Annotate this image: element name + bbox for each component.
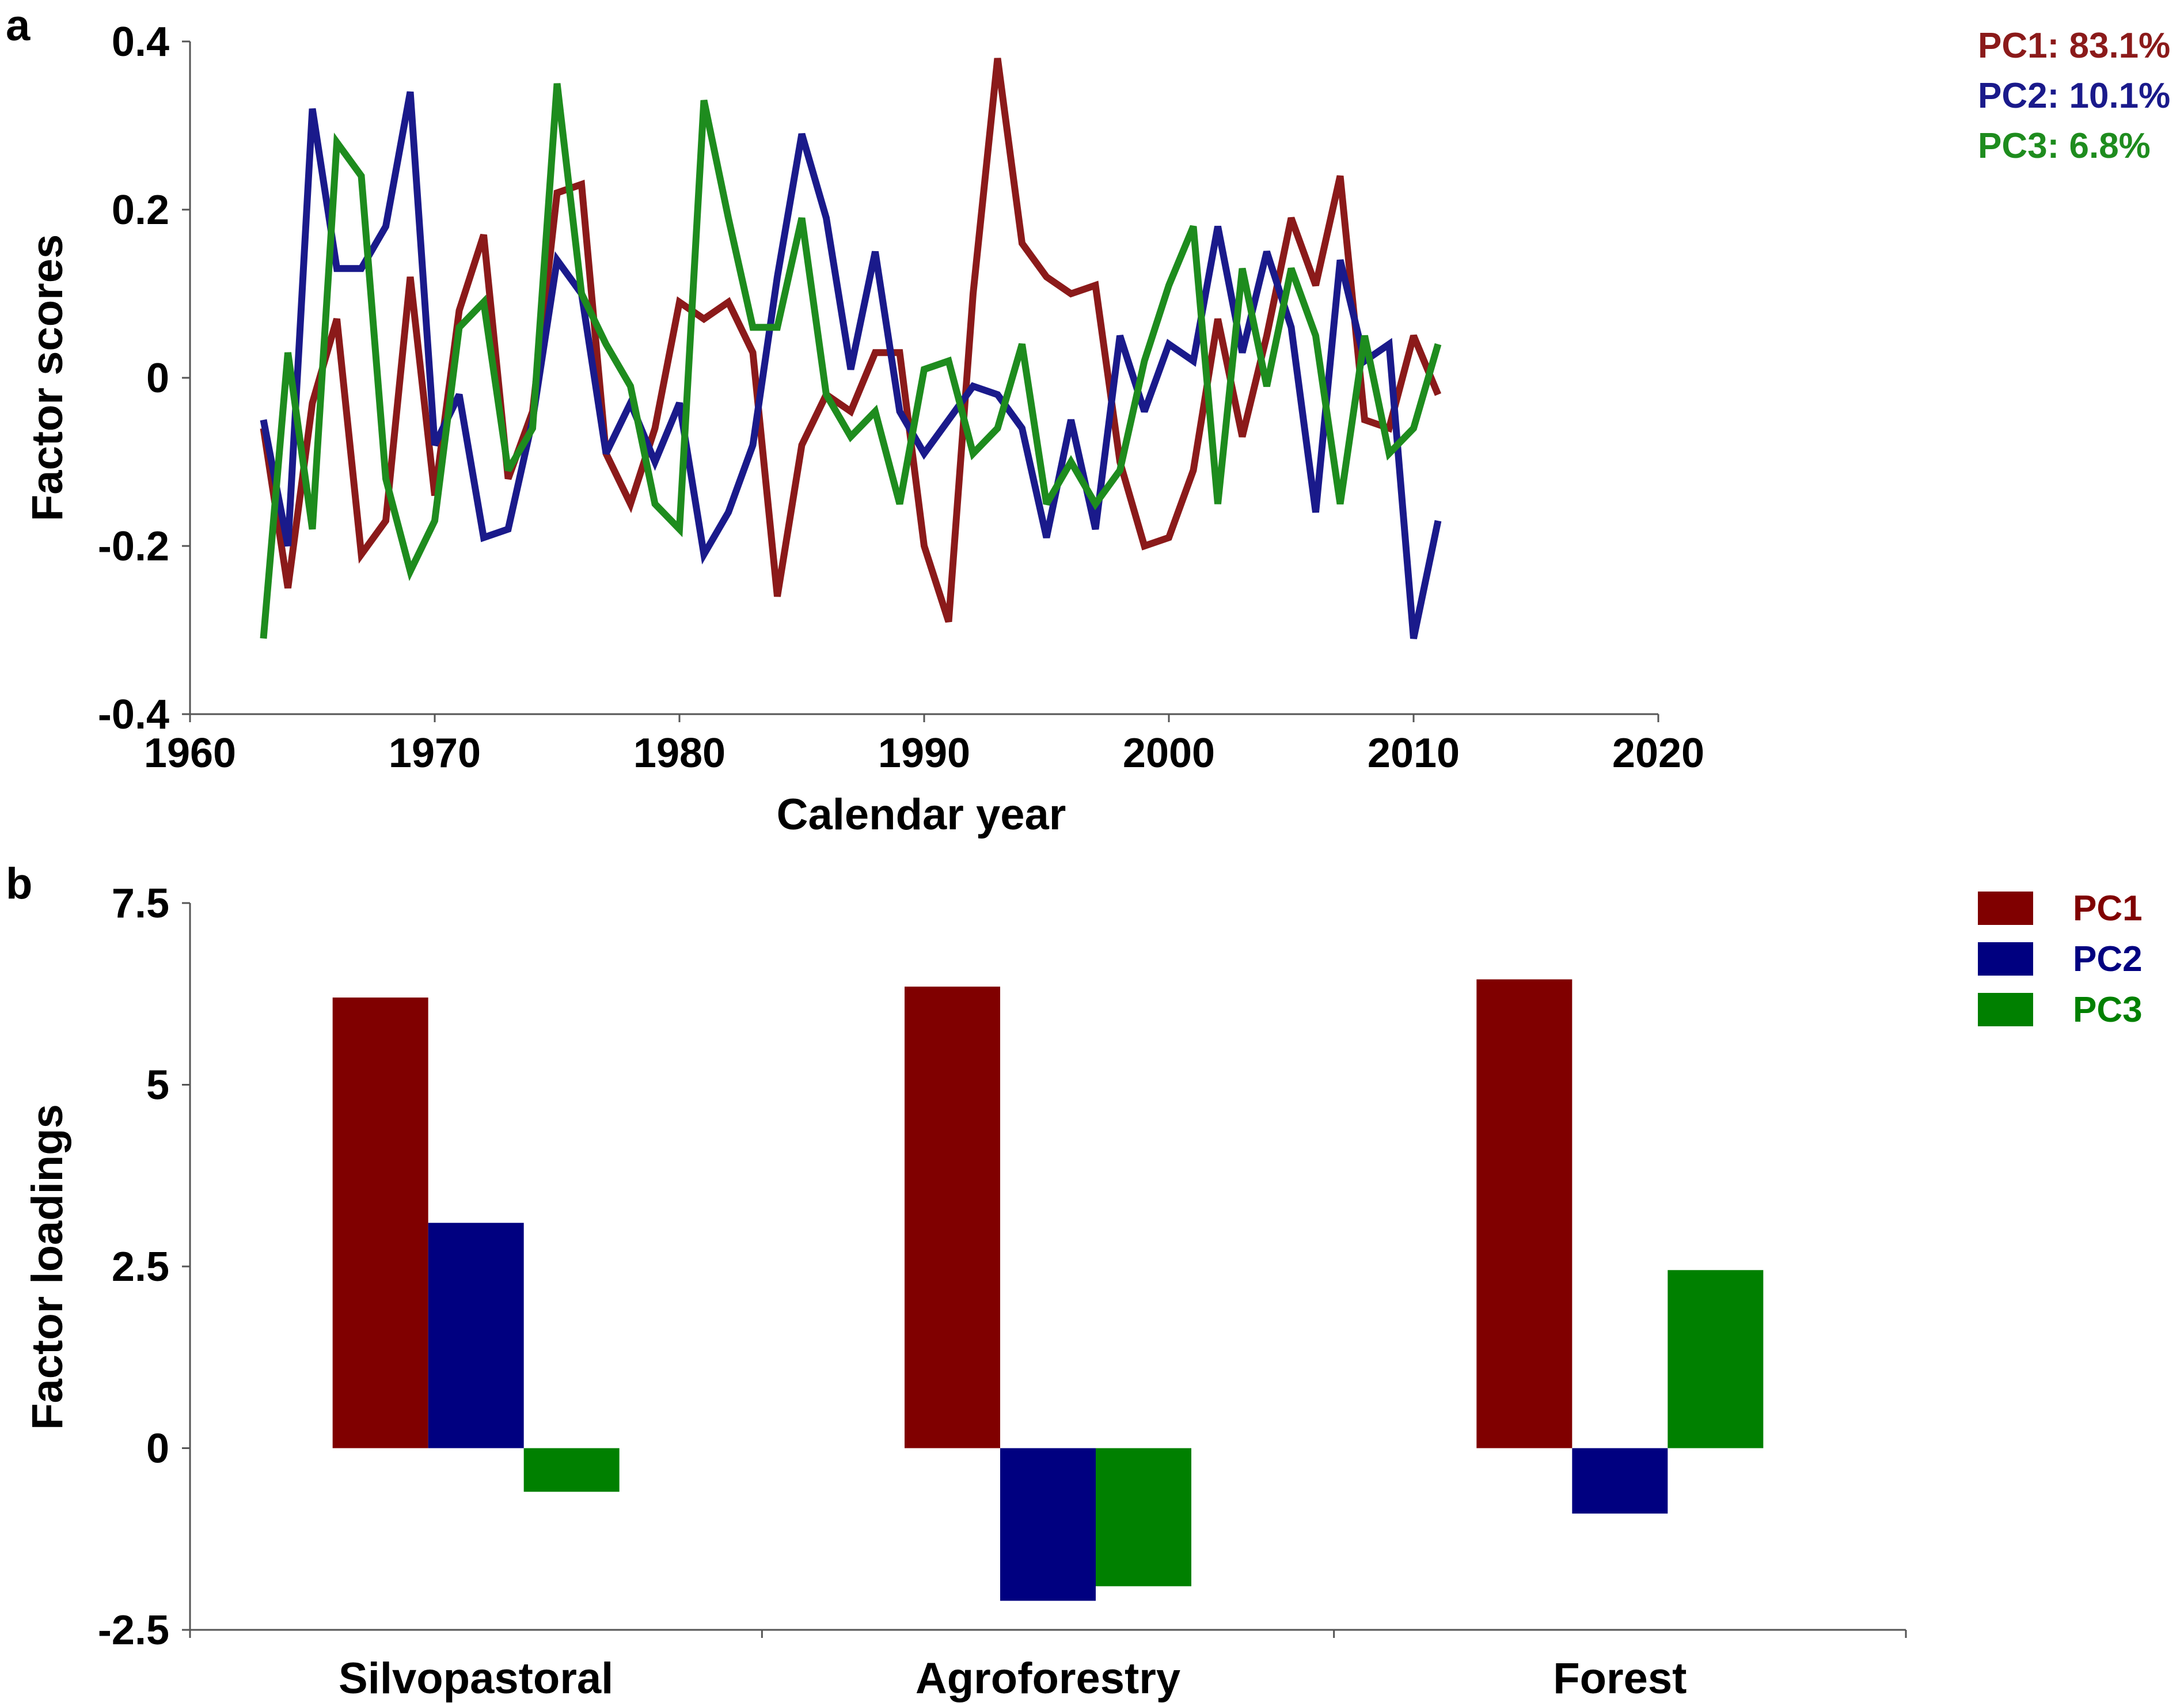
panel-a-line-chart: a 0.4 0.2 0 -0.2 -0.4 1960 1970 1980 1990 2000 20…	[6, 1, 2170, 839]
b-category-label: Agroforestry	[916, 1654, 1180, 1703]
a-y-gridlines	[182, 40, 1659, 722]
bar-silvopastoral-pc3	[523, 1448, 620, 1492]
a-legend-pc2: PC2: 10.1%	[1978, 76, 2170, 116]
b-y-axis-title: Factor loadings	[23, 1104, 72, 1430]
b-y-tick-label: 0	[146, 1426, 169, 1472]
bar-agroforestry-pc3	[1096, 1448, 1191, 1587]
b-legend: PC1 PC2 PC3	[1978, 889, 2143, 1030]
a-x-tick-label: 1960	[144, 730, 236, 776]
b-category-labels: Silvopastoral Agroforestry Forest	[339, 1654, 1687, 1703]
a-x-tick-label: 2010	[1368, 730, 1460, 776]
b-bars	[332, 979, 1764, 1601]
a-y-tick-label: 0	[146, 355, 169, 401]
b-legend-swatch-pc1	[1978, 892, 2033, 925]
a-y-tick-label: -0.2	[98, 524, 169, 570]
b-legend-pc1: PC1	[2073, 889, 2143, 928]
bar-forest-pc1	[1476, 979, 1573, 1448]
panel-b-bar-chart: b 7.5 5 2.5 0 -2.5 Silvopastoral Agroforestry…	[6, 859, 2143, 1703]
a-series-line-pc3	[260, 83, 1442, 639]
a-x-tick-labels: 1960 1970 1980 1990 2000 2010 2020	[144, 730, 1704, 776]
bar-forest-pc2	[1572, 1448, 1668, 1514]
a-x-tick-label: 1970	[389, 730, 481, 776]
a-y-tick-label: 0.4	[112, 19, 169, 65]
b-category-label: Silvopastoral	[339, 1654, 613, 1703]
a-series-line-pc1	[260, 58, 1442, 623]
b-legend-pc2: PC2	[2073, 939, 2143, 979]
a-x-tick-label: 1990	[878, 730, 970, 776]
a-legend-pc3: PC3: 6.8%	[1978, 126, 2151, 166]
panel-b-label: b	[6, 859, 32, 908]
b-legend-swatch-pc2	[1978, 942, 2033, 976]
bar-silvopastoral-pc1	[332, 997, 428, 1448]
a-series-line-pc2	[260, 91, 1442, 639]
a-x-axis-title: Calendar year	[777, 790, 1066, 839]
bar-silvopastoral-pc2	[428, 1223, 524, 1448]
a-legend-pc1: PC1: 83.1%	[1978, 26, 2170, 66]
b-y-tick-label: 2.5	[112, 1244, 169, 1290]
a-x-tick-label: 2000	[1123, 730, 1215, 776]
b-y-tick-labels: 7.5 5 2.5 0 -2.5	[98, 881, 169, 1653]
a-y-tick-label: 0.2	[112, 187, 169, 233]
b-legend-swatch-pc3	[1978, 993, 2033, 1026]
a-y-tick-labels: 0.4 0.2 0 -0.2 -0.4	[98, 19, 169, 738]
bar-forest-pc3	[1668, 1270, 1764, 1448]
bar-agroforestry-pc2	[1000, 1448, 1096, 1601]
b-category-label: Forest	[1553, 1654, 1687, 1703]
b-legend-pc3: PC3	[2073, 990, 2143, 1030]
b-y-tick-label: 7.5	[112, 881, 169, 927]
b-y-tick-label: 5	[146, 1063, 169, 1109]
a-legend: PC1: 83.1% PC2: 10.1% PC3: 6.8%	[1978, 26, 2170, 166]
a-y-tick-label: -0.4	[98, 692, 169, 738]
a-x-tick-label: 2020	[1612, 730, 1704, 776]
a-x-tick-label: 1980	[633, 730, 726, 776]
bar-agroforestry-pc1	[905, 987, 1000, 1448]
panel-a-label: a	[6, 1, 31, 50]
b-y-gridlines	[182, 902, 1907, 1638]
b-y-tick-label: -2.5	[98, 1607, 169, 1653]
a-series-lines	[260, 58, 1442, 639]
a-y-axis-title: Factor scores	[23, 234, 72, 521]
